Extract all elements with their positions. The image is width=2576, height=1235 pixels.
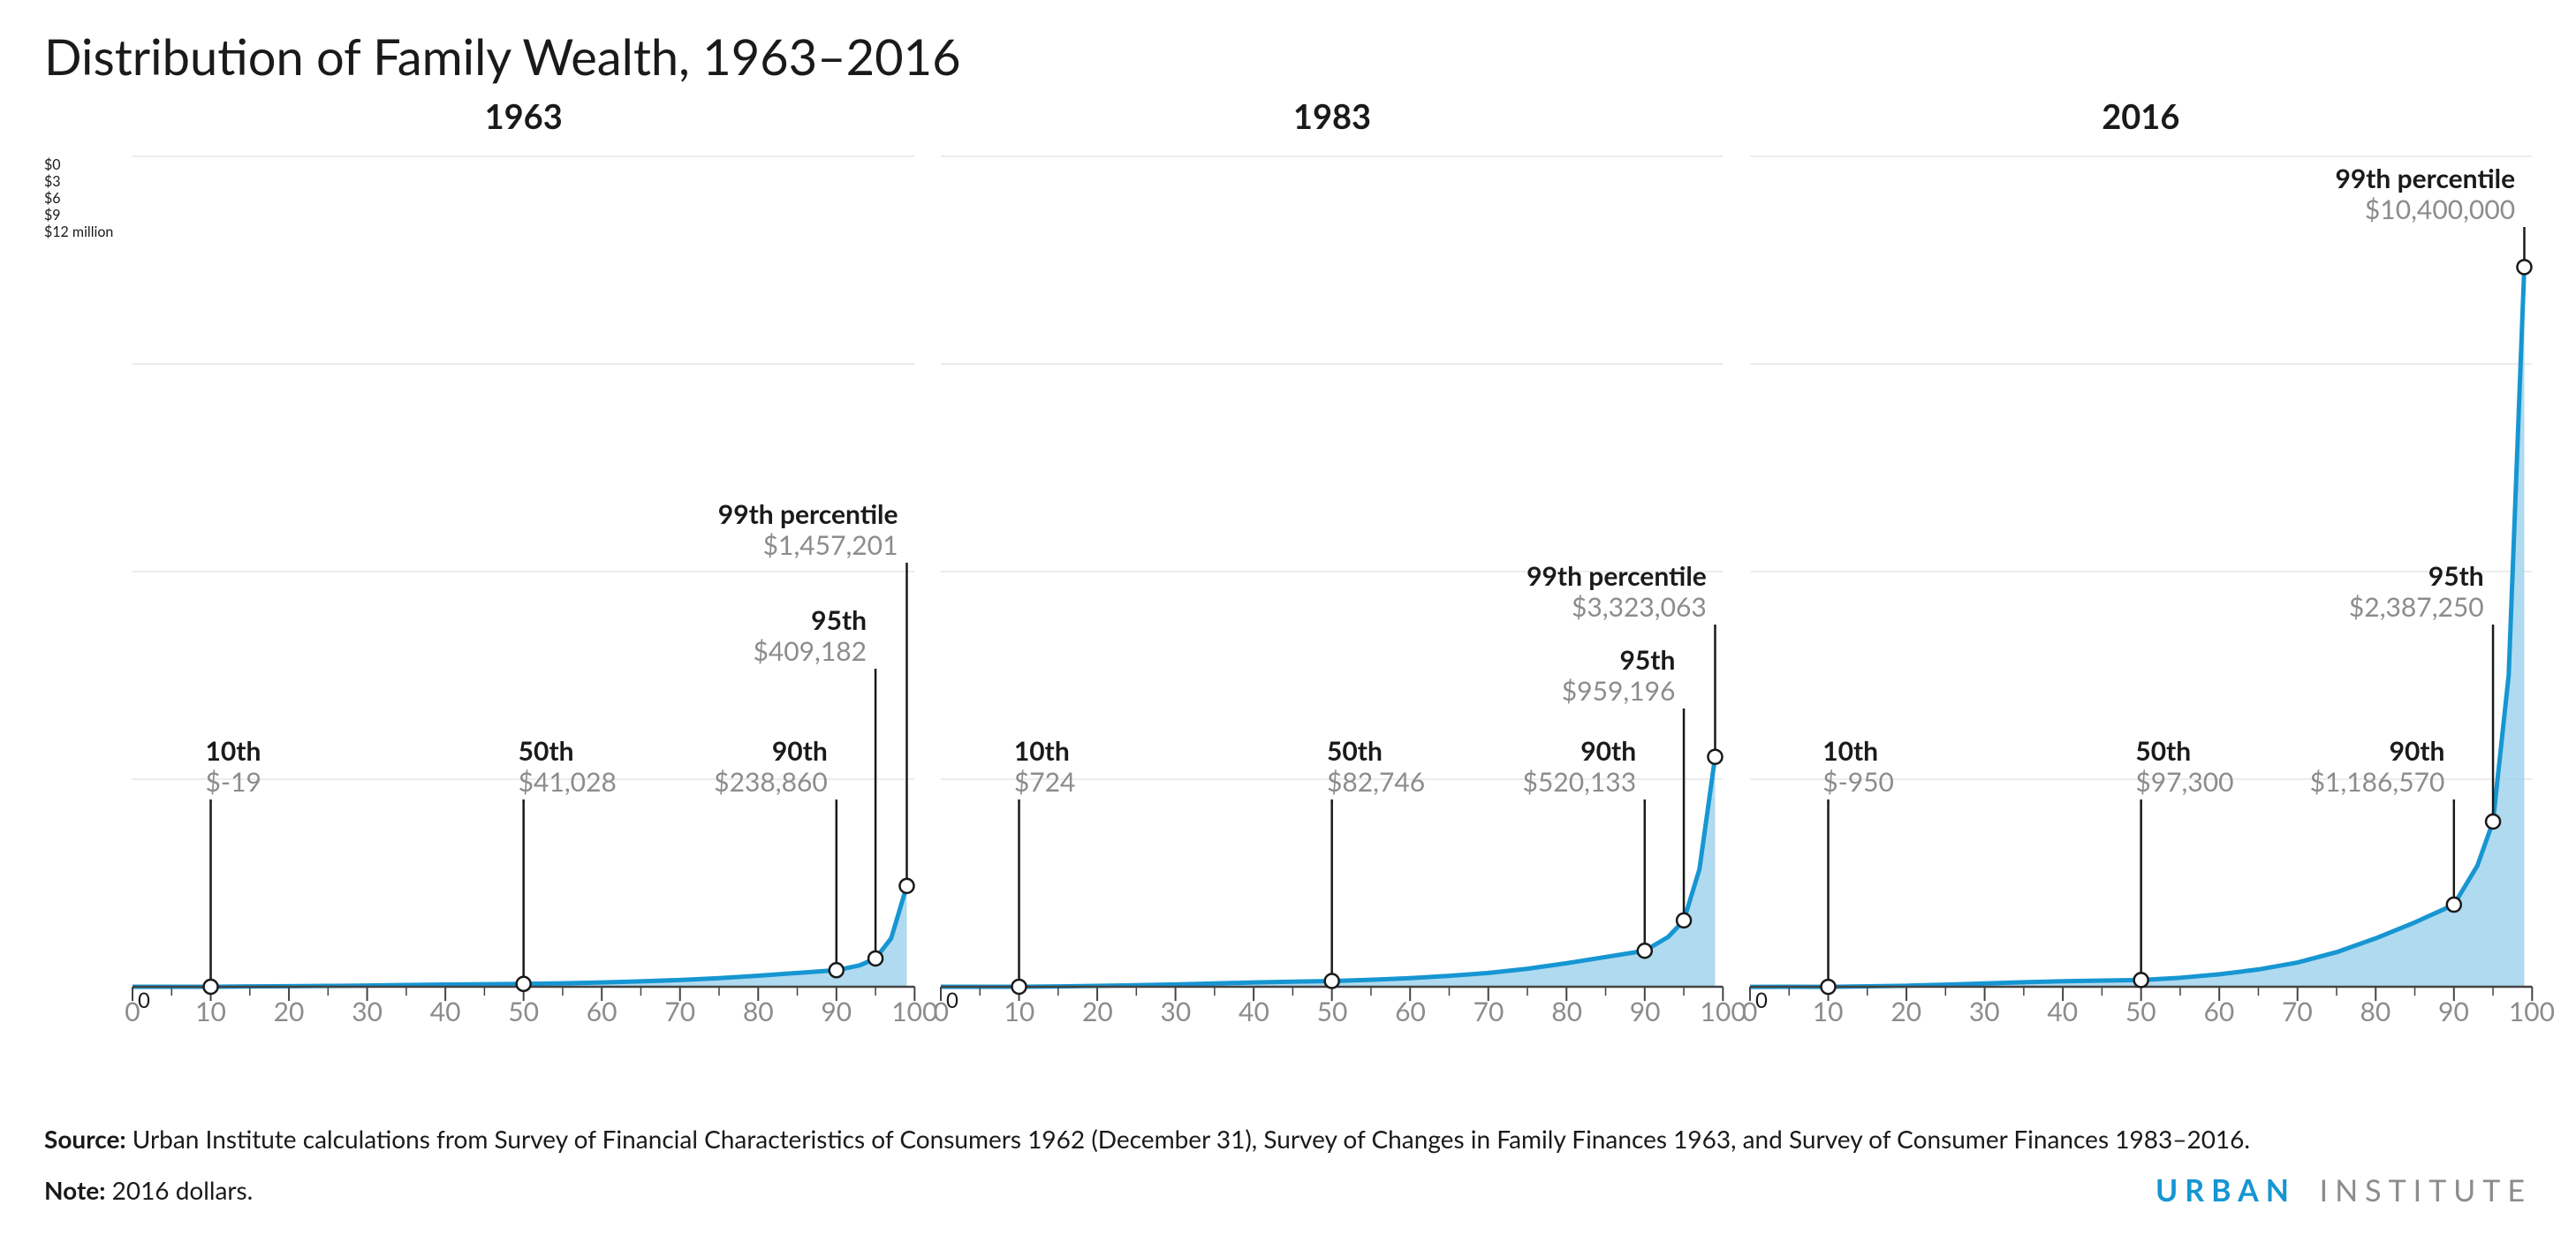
panel-1963: 1963010th$-1950th$41,02890th$238,86095th… [133, 103, 914, 1057]
x-tick-label: 10 [195, 996, 226, 1027]
x-tick-label: 20 [1082, 996, 1113, 1027]
x-tick-label: 60 [587, 996, 617, 1027]
note-text: 2016 dollars. [105, 1175, 253, 1205]
x-tick-label: 90 [2438, 996, 2469, 1027]
note-label: Note: [44, 1175, 105, 1205]
brand-word-1: URBAN [2156, 1172, 2296, 1208]
x-tick-label: 40 [2047, 996, 2078, 1027]
x-tick-label: 20 [1890, 996, 1921, 1027]
source-text: Urban Institute calculations from Survey… [126, 1124, 2250, 1154]
x-tick-label: 70 [2282, 996, 2313, 1027]
x-tick-label: 40 [1239, 996, 1269, 1027]
source-label: Source: [44, 1124, 126, 1154]
x-tick-label: 0 [1742, 996, 1757, 1027]
x-tick-label: 60 [2203, 996, 2234, 1027]
chart-title: Distribution of Family Wealth, 1963–2016 [44, 27, 2532, 86]
y-tick-label: $9 [44, 207, 124, 224]
y-axis: $0$3$6$9$12 million [44, 156, 124, 987]
x-tick-label: 50 [1317, 996, 1348, 1027]
x-tick-label: 40 [430, 996, 461, 1027]
x-tick-label: 80 [1551, 996, 1582, 1027]
x-tick-label: 90 [1630, 996, 1661, 1027]
panel-2016: 2016010th$-95050th$97,30090th$1,186,5709… [1750, 103, 2532, 1057]
x-tick-label: 0 [125, 996, 140, 1027]
x-axis-labels: 0102030405060708090100 [133, 996, 914, 1031]
x-tick-label: 100 [891, 996, 937, 1027]
panel-1983: 1983010th$72450th$82,74690th$520,13395th… [941, 103, 1723, 1057]
y-tick-label: $12 million [44, 224, 124, 240]
x-tick-label: 80 [2360, 996, 2391, 1027]
x-tick-label: 80 [743, 996, 774, 1027]
plot-area: 0 [133, 156, 914, 987]
y-tick-label: $0 [44, 156, 124, 173]
x-tick-label: 30 [352, 996, 383, 1027]
x-axis-labels: 0102030405060708090100 [941, 996, 1723, 1031]
source-line: Source: Urban Institute calculations fro… [44, 1121, 2532, 1157]
x-tick-label: 0 [934, 996, 949, 1027]
y-tick-label: $3 [44, 173, 124, 190]
x-tick-label: 100 [1701, 996, 1746, 1027]
brand-word-2: INSTITUTE [2320, 1172, 2532, 1208]
x-tick-label: 10 [1004, 996, 1034, 1027]
panels: $0$3$6$9$12 million1963010th$-1950th$41,… [44, 103, 2532, 1057]
x-tick-label: 10 [1813, 996, 1844, 1027]
panel-title: 2016 [2102, 96, 2179, 137]
plot-area: 0 [941, 156, 1723, 987]
x-tick-label: 90 [821, 996, 852, 1027]
x-tick-label: 70 [1474, 996, 1504, 1027]
x-tick-label: 60 [1395, 996, 1426, 1027]
x-tick-label: 30 [1161, 996, 1192, 1027]
x-tick-label: 20 [274, 996, 305, 1027]
plot-area: 0 [1750, 156, 2532, 987]
x-tick-label: 100 [2509, 996, 2555, 1027]
x-tick-label: 50 [2125, 996, 2156, 1027]
x-tick-label: 30 [1969, 996, 2000, 1027]
panel-title: 1983 [1293, 96, 1371, 137]
x-tick-label: 70 [664, 996, 695, 1027]
x-axis-labels: 0102030405060708090100 [1750, 996, 2532, 1031]
panel-title: 1963 [485, 96, 563, 137]
brand-logo: URBAN INSTITUTE [2156, 1172, 2532, 1208]
x-tick-label: 50 [508, 996, 539, 1027]
y-tick-label: $6 [44, 190, 124, 207]
